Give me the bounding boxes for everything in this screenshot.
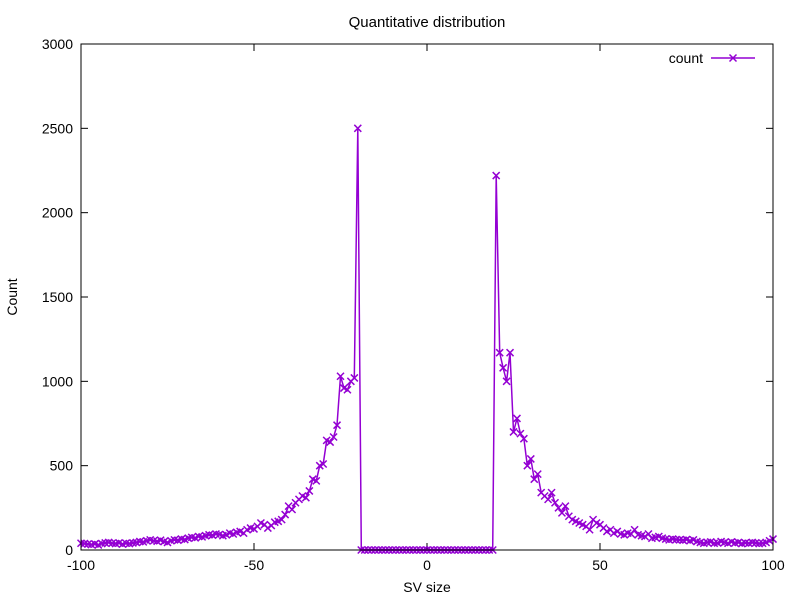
y-axis-label-group: Count (4, 278, 20, 315)
data-point-marker (519, 434, 528, 443)
y-tick-label: 2500 (42, 120, 73, 136)
y-tick-label: 2000 (42, 205, 73, 221)
data-point-marker (509, 427, 518, 436)
data-point-marker (506, 348, 515, 357)
data-point-marker (353, 124, 362, 133)
data-point-marker (319, 459, 328, 469)
data-point-marker (530, 475, 539, 484)
plot-frame (80, 43, 774, 551)
data-point-marker (557, 508, 566, 517)
data-point-marker (277, 515, 286, 524)
data-point-marker (523, 461, 532, 470)
data-point-marker (301, 493, 310, 502)
data-point-marker (312, 476, 321, 485)
data-point-marker (516, 429, 525, 438)
data-point-marker (333, 421, 342, 430)
data-point-marker (329, 432, 338, 442)
data-point-marker (350, 373, 359, 382)
data-point-marker (630, 525, 639, 534)
data-point-marker (544, 495, 553, 504)
legend: count (669, 50, 755, 66)
data-point-marker (326, 438, 335, 447)
y-tick-label: 0 (65, 542, 73, 558)
legend-marker-count (728, 53, 738, 63)
data-point-marker (502, 377, 511, 386)
chart-title: Quantitative distribution (349, 14, 506, 31)
data-point-marker (492, 171, 501, 180)
data-point-marker (585, 525, 594, 534)
data-point-marker (495, 348, 504, 357)
y-axis-label: Count (4, 278, 20, 315)
legend-label-count: count (669, 50, 703, 66)
data-point-marker (305, 486, 314, 495)
x-tick-label: 50 (592, 557, 608, 573)
y-tick-label: 500 (50, 458, 74, 474)
y-tick-label: 3000 (42, 36, 73, 52)
y-tick-label: 1500 (42, 289, 73, 305)
x-tick-label: -50 (244, 557, 264, 573)
data-point-marker (550, 498, 560, 507)
data-point-marker (281, 510, 290, 519)
x-tick-label: 100 (761, 557, 785, 573)
data-point-marker (533, 470, 542, 479)
data-point-marker (547, 488, 556, 497)
data-point-marker (499, 363, 508, 372)
data-point-marker (343, 385, 352, 394)
data-point-marker (526, 454, 535, 463)
x-tick-label: -100 (67, 557, 95, 573)
data-point-marker (561, 502, 570, 511)
x-tick-label: 0 (423, 557, 431, 573)
data-point-marker (512, 414, 521, 423)
y-tick-label: 1000 (42, 373, 73, 389)
data-point-marker (288, 505, 297, 514)
data-point-marker (554, 503, 563, 512)
data-point-marker (336, 372, 345, 381)
x-axis-label: SV size (403, 579, 451, 595)
